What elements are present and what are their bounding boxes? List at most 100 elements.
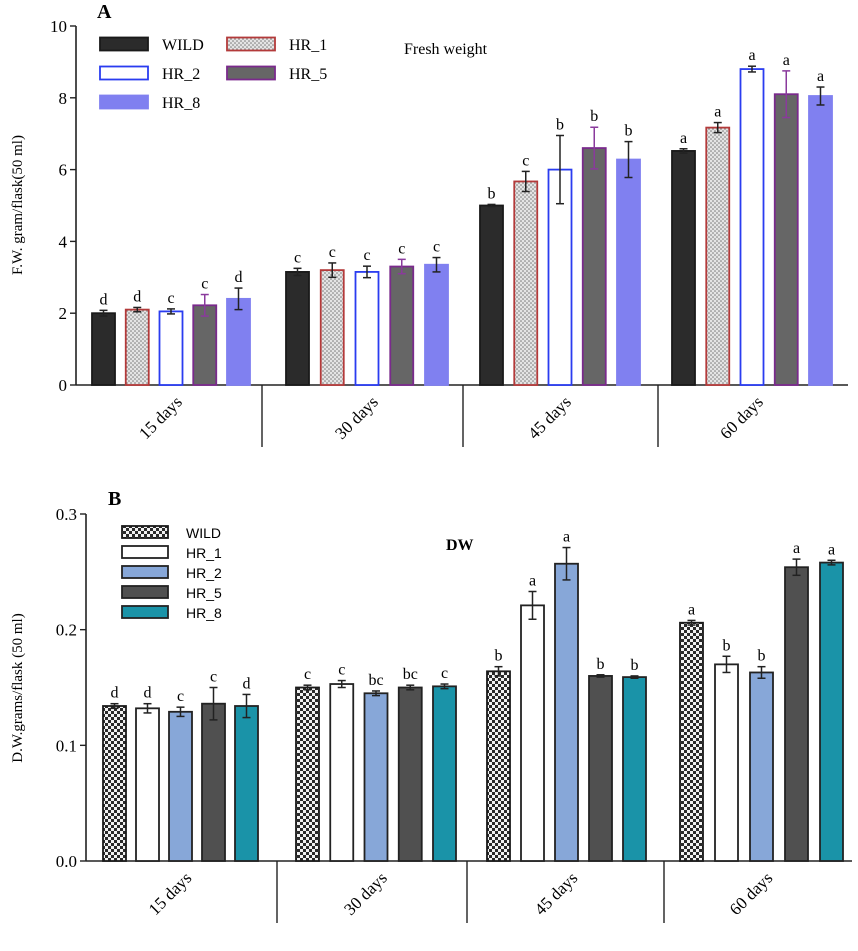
x-category-label: 45 days	[524, 392, 575, 443]
legend-swatch-hr1	[121, 545, 169, 559]
significance-letter: a	[714, 104, 721, 121]
significance-letter: b	[590, 108, 598, 125]
significance-letter: a	[680, 130, 687, 147]
legend-label: WILD	[162, 37, 204, 54]
legend-label: WILD	[186, 525, 221, 541]
y-tick-label: 2	[59, 304, 68, 323]
significance-letter: d	[235, 269, 243, 286]
legend-swatch-wild	[99, 36, 149, 52]
significance-letter: b	[758, 648, 766, 665]
legend-label: HR_5	[186, 585, 222, 601]
significance-letter: bc	[403, 666, 418, 683]
bar-hr1-60-days	[714, 663, 739, 862]
bar-hr8-45-days	[622, 676, 647, 862]
legend-swatch-hr2	[121, 565, 169, 579]
bar-hr1-60-days	[705, 126, 731, 386]
bar-hr5-30-days	[397, 686, 423, 862]
bar-hr2-30-days	[354, 271, 380, 386]
significance-letter: c	[398, 240, 405, 257]
significance-letter: b	[723, 637, 731, 654]
significance-letter: a	[783, 52, 790, 69]
legend-label: HR_8	[186, 605, 222, 621]
significance-letter: b	[495, 648, 503, 665]
bar-wild-15-days	[91, 312, 116, 386]
significance-letter: a	[563, 529, 570, 546]
bar-hr1-30-days	[319, 269, 345, 386]
significance-letter: b	[625, 123, 633, 140]
significance-letter: c	[433, 239, 440, 256]
x-category-label: 30 days	[340, 868, 391, 919]
significance-letter: d	[243, 675, 251, 692]
significance-letter: c	[329, 244, 336, 261]
bar-hr2-45-days	[554, 562, 579, 862]
significance-letter: a	[817, 68, 824, 85]
bar-hr8-45-days	[616, 158, 641, 386]
significance-letter: c	[441, 665, 448, 682]
bar-hr2-60-days	[749, 671, 774, 862]
significance-letter: a	[793, 540, 800, 557]
significance-letter: c	[201, 276, 208, 293]
bar-hr8-30-days	[432, 685, 457, 862]
x-category-label: 60 days	[726, 868, 777, 919]
y-tick-label: 0.3	[56, 505, 77, 524]
bar-hr2-15-days	[168, 710, 193, 862]
bar-wild-45-days	[479, 204, 504, 386]
y-tick-label: 8	[59, 89, 68, 108]
legend-label: HR_1	[289, 37, 327, 54]
significance-letter: c	[167, 290, 174, 307]
bar-wild-60-days	[671, 150, 696, 386]
bar-wild-30-days	[295, 686, 320, 862]
bar-hr5-30-days	[389, 265, 415, 386]
y-tick-label: 6	[59, 161, 68, 180]
significance-letter: c	[522, 152, 529, 169]
bar-hr8-15-days	[234, 705, 259, 862]
bar-hr5-15-days	[192, 304, 218, 386]
x-category-label: 15 days	[145, 868, 196, 919]
bar-hr8-60-days	[808, 95, 833, 386]
legend-swatch-hr8	[99, 94, 149, 110]
panel-b-legend: WILD HR_1 HR_2 HR_5 HR_8	[121, 525, 222, 621]
significance-letter: a	[748, 47, 755, 64]
panel-a-title: Fresh weight	[404, 41, 488, 58]
panel-a-y-axis-label: F.W. gram/flask(50 ml)	[10, 135, 26, 275]
significance-letter: c	[304, 666, 311, 683]
panel-b-y-axis-label: D.W.grams/flask (50 ml)	[10, 613, 26, 762]
y-tick-label: 0.2	[56, 621, 77, 640]
bar-wild-15-days	[102, 705, 127, 862]
legend-swatch-hr2	[99, 65, 149, 81]
panel-b-label: B	[108, 488, 121, 510]
legend-swatch-wild	[121, 525, 169, 539]
bar-hr1-15-days	[135, 707, 160, 862]
significance-letter: a	[529, 572, 536, 589]
panel-a: A Fresh weight F.W. gram/flask(50 ml) 0 2…	[10, 1, 848, 447]
panel-b-plot: 0.0 0.1 0.2 0.3 d d c c d 15 days c c bc bc c 30 days b a…	[56, 505, 852, 923]
legend-swatch-hr5	[226, 65, 276, 81]
significance-letter: d	[144, 685, 152, 702]
significance-letter: d	[100, 291, 108, 308]
panel-a-plot: 0 2 4 6 8 10 d d c c d 15 days c c c c c 30 days b c b b b 45 d…	[50, 17, 848, 447]
legend-swatch-hr1	[226, 36, 276, 52]
panel-b: B DW D.W.grams/flask (50 ml) 0.00.10.20.…	[10, 488, 852, 923]
legend-label: HR_1	[186, 545, 222, 561]
bar-hr1-45-days	[520, 604, 545, 862]
significance-letter: c	[338, 662, 345, 679]
significance-letter: d	[133, 288, 141, 305]
bar-hr8-30-days	[424, 263, 449, 386]
legend-label: HR_2	[186, 565, 222, 581]
significance-letter: c	[294, 249, 301, 266]
legend-label: HR_2	[162, 66, 200, 83]
bar-hr8-60-days	[819, 561, 844, 862]
significance-letter: a	[688, 601, 695, 618]
significance-letter: b	[597, 656, 605, 673]
y-tick-label: 0	[59, 376, 68, 395]
legend-label: HR_8	[162, 95, 200, 112]
panel-a-label: A	[97, 1, 112, 23]
x-category-label: 60 days	[716, 392, 767, 443]
significance-letter: c	[177, 688, 184, 705]
bar-hr1-30-days	[329, 683, 355, 862]
y-tick-label: 4	[59, 232, 68, 251]
bar-hr2-30-days	[363, 692, 389, 862]
bar-wild-60-days	[679, 621, 704, 862]
significance-letter: b	[631, 657, 639, 674]
